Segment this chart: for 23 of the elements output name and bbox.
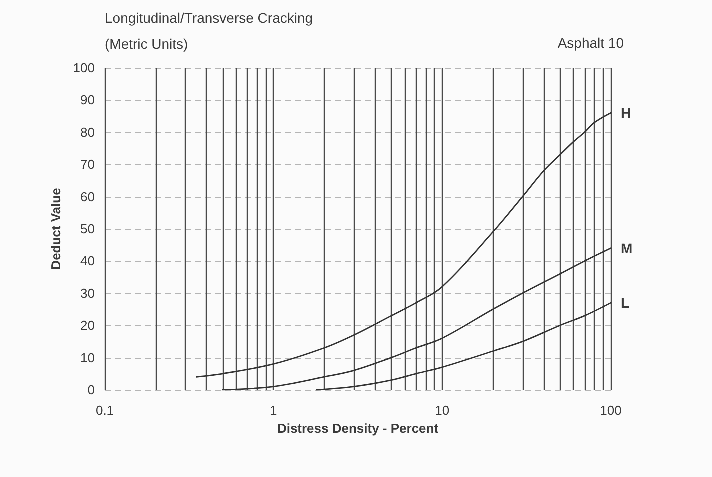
series-label: H (621, 105, 632, 122)
x-tick-label: 0.1 (96, 403, 114, 418)
series-label: M (621, 240, 633, 256)
x-tick-label: 100 (600, 403, 622, 418)
x-tick-label: 1 (270, 403, 278, 418)
x-axis-title: Distress Density - Percent (277, 420, 440, 436)
y-axis-title: Deduct Value (48, 188, 64, 270)
y-tick-label: 50 (80, 222, 95, 236)
y-tick-label: 30 (80, 286, 95, 301)
chart-subtitle: (Metric Units) (105, 36, 188, 52)
y-tick-label: 60 (80, 189, 95, 204)
chart-title: Longitudinal/Transverse Cracking (105, 10, 314, 26)
y-tick-label: 40 (80, 254, 95, 269)
text: Asphalt 10 (558, 35, 624, 51)
y-tick-label: 10 (80, 350, 95, 366)
y-tick-label: 90 (80, 92, 95, 108)
y-tick-label: 70 (80, 157, 95, 172)
series-label: L (621, 295, 630, 312)
y-tick-label: 100 (73, 60, 95, 76)
y-tick-label: 20 (80, 318, 95, 334)
y-tick-label: 80 (80, 124, 95, 140)
y-tick-label: 0 (88, 382, 95, 398)
x-tick-label: 10 (435, 403, 450, 418)
